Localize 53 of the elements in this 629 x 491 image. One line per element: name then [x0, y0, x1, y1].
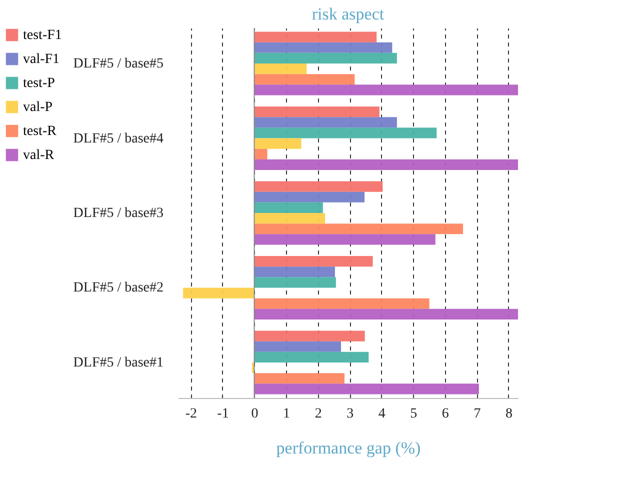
legend-label: test-F1 [23, 28, 62, 43]
bar [254, 213, 326, 224]
bar [254, 384, 479, 394]
bar [254, 42, 392, 53]
bar [254, 352, 369, 362]
legend-label: test-R [23, 124, 58, 139]
bar [254, 32, 377, 42]
bar [254, 341, 342, 352]
x-tick-label: 5 [410, 406, 418, 422]
x-tick-label: 6 [442, 406, 449, 422]
x-tick-label: 8 [505, 406, 512, 422]
bar [254, 202, 323, 213]
y-tick-label: DLF#5 / base#1 [73, 355, 164, 370]
bar [254, 298, 430, 309]
x-axis-title: performance gap (%) [276, 438, 421, 458]
x-tick-label: 0 [251, 406, 258, 422]
x-tick-label: 3 [346, 406, 354, 422]
bar [254, 138, 302, 149]
bar [183, 288, 254, 298]
legend-label: val-P [23, 100, 53, 115]
bar [254, 277, 336, 288]
bar [254, 148, 268, 160]
bar [254, 159, 518, 170]
bar [254, 52, 397, 64]
x-tick-label: 4 [378, 406, 386, 422]
bar [254, 84, 518, 96]
y-tick-label: DLF#5 / base#4 [73, 131, 164, 146]
chart-title: risk aspect [312, 4, 384, 24]
y-tick-label: DLF#5 / base#2 [73, 280, 164, 296]
bar [254, 117, 397, 128]
bar [254, 373, 345, 384]
bar [254, 234, 436, 245]
bar [254, 128, 437, 138]
bar [254, 192, 365, 202]
bar [254, 266, 335, 278]
y-tick-label: DLF#5 / base#3 [73, 206, 164, 221]
x-tick-label: -2 [185, 406, 198, 422]
x-tick-label: 1 [283, 406, 290, 422]
x-tick-label: -1 [217, 406, 229, 422]
bar [254, 308, 518, 320]
bar [254, 224, 464, 234]
x-tick-label: 7 [474, 406, 481, 422]
bar [254, 64, 307, 74]
bar [254, 106, 380, 118]
bar [254, 74, 355, 85]
bar [254, 256, 373, 267]
x-tick-label: 2 [314, 406, 322, 422]
y-tick-label: DLF#5 / base#5 [73, 56, 164, 72]
legend-label: val-R [23, 148, 55, 163]
legend-label: test-P [23, 76, 56, 91]
legend-label: val-F1 [23, 52, 60, 67]
bar [254, 181, 383, 192]
bar [254, 330, 365, 342]
